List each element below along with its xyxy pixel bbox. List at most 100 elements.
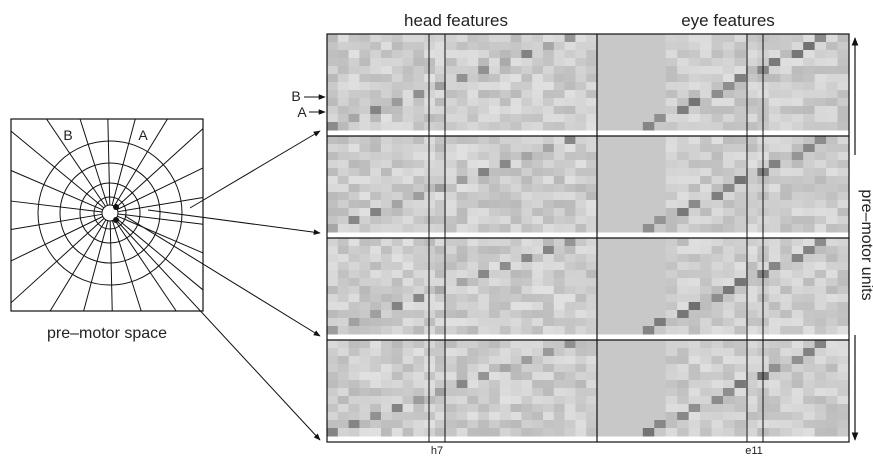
heat-cell <box>424 420 436 429</box>
heat-cell <box>348 90 360 99</box>
heat-cell <box>467 168 479 177</box>
heat-cell <box>837 278 850 287</box>
heat-cell <box>654 168 667 177</box>
heat-cell <box>532 42 544 51</box>
heat-cell <box>456 122 468 131</box>
heat-cell <box>586 294 598 303</box>
heat-cell <box>370 326 382 335</box>
heat-cell <box>631 364 644 373</box>
heat-cell <box>348 106 360 115</box>
heat-cell <box>768 364 781 373</box>
heat-cell <box>745 82 758 91</box>
heat-cell <box>499 286 512 295</box>
heat-cell <box>700 420 713 429</box>
heat-cell <box>413 348 425 357</box>
heat-cell <box>688 160 701 169</box>
heat-cell <box>413 326 425 335</box>
heat-cell <box>608 286 621 295</box>
heat-cell <box>510 238 522 247</box>
heat-cell <box>435 254 447 263</box>
heat-cell <box>734 294 747 303</box>
heat-cell <box>553 122 566 131</box>
heat-cell <box>381 192 393 201</box>
heat-cell <box>711 192 724 201</box>
heat-cell <box>424 58 436 67</box>
heat-cell <box>521 114 533 123</box>
heat-cell <box>337 74 350 83</box>
heat-cell <box>445 326 458 335</box>
heat-cell <box>435 66 447 75</box>
heat-cell <box>359 208 371 217</box>
heat-cell <box>837 286 850 295</box>
heat-cell <box>467 50 479 59</box>
heat-cell <box>359 136 371 145</box>
heat-cell <box>521 294 533 303</box>
heat-cell <box>665 176 678 185</box>
heat-cell <box>745 310 758 319</box>
point-a-marker <box>113 217 119 223</box>
heat-cell <box>521 302 533 311</box>
heat-cell <box>456 176 468 185</box>
heat-cell <box>564 152 576 161</box>
heat-cell <box>413 412 425 421</box>
heat-cell <box>677 224 690 233</box>
premotor-units-label: pre–motor units <box>858 189 873 300</box>
eye-features-title: eye features <box>681 11 775 30</box>
heat-cell <box>734 58 747 67</box>
premotor-space-caption: pre–motor space <box>47 325 167 342</box>
heat-cell <box>327 90 339 99</box>
heat-cell <box>370 310 382 319</box>
heat-cell <box>478 34 490 43</box>
heat-cell <box>586 420 598 429</box>
heat-cell <box>543 82 555 91</box>
heat-cell <box>665 412 678 421</box>
heat-cell <box>677 34 690 43</box>
heat-cell <box>381 208 393 217</box>
heat-cell <box>677 168 690 177</box>
heat-cell <box>677 238 690 247</box>
heat-cell <box>734 396 747 405</box>
heat-cell <box>337 238 350 247</box>
heat-cell <box>435 356 447 365</box>
heat-cell <box>665 42 678 51</box>
heat-cell <box>814 246 827 255</box>
heat-cell <box>370 90 382 99</box>
heat-cell <box>553 66 566 75</box>
heat-cell <box>654 340 667 349</box>
heat-cell <box>381 326 393 335</box>
heat-cell <box>688 34 701 43</box>
heat-cell <box>327 270 339 279</box>
heat-cell <box>359 90 371 99</box>
heat-cell <box>837 50 850 59</box>
heat-cell <box>510 246 522 255</box>
heat-cell <box>745 270 758 279</box>
heat-cell <box>413 388 425 397</box>
heat-cell <box>402 114 414 123</box>
heat-cell <box>327 66 339 75</box>
heat-cell <box>711 106 724 115</box>
heat-cell <box>575 246 587 255</box>
heat-cell <box>564 254 576 263</box>
heat-cell <box>391 404 404 413</box>
heat-cell <box>780 122 793 131</box>
heat-cell <box>700 192 713 201</box>
heat-cell <box>711 246 724 255</box>
heat-cell <box>391 50 404 59</box>
heat-cell <box>391 82 404 91</box>
heat-cell <box>826 224 839 233</box>
heat-cell <box>521 396 533 405</box>
heat-cell <box>489 192 501 201</box>
heat-cell <box>381 348 393 357</box>
heat-cell <box>337 216 350 225</box>
heat-cell <box>489 90 501 99</box>
heat-cell <box>521 238 533 247</box>
heat-cell <box>711 388 724 397</box>
heat-cell <box>723 168 735 177</box>
heat-cell <box>734 114 747 123</box>
heat-cell <box>677 200 690 209</box>
heat-cell <box>826 122 839 131</box>
heat-cell <box>510 168 522 177</box>
heat-cell <box>642 176 655 185</box>
heat-cell <box>370 356 382 365</box>
heat-cell <box>723 420 735 429</box>
